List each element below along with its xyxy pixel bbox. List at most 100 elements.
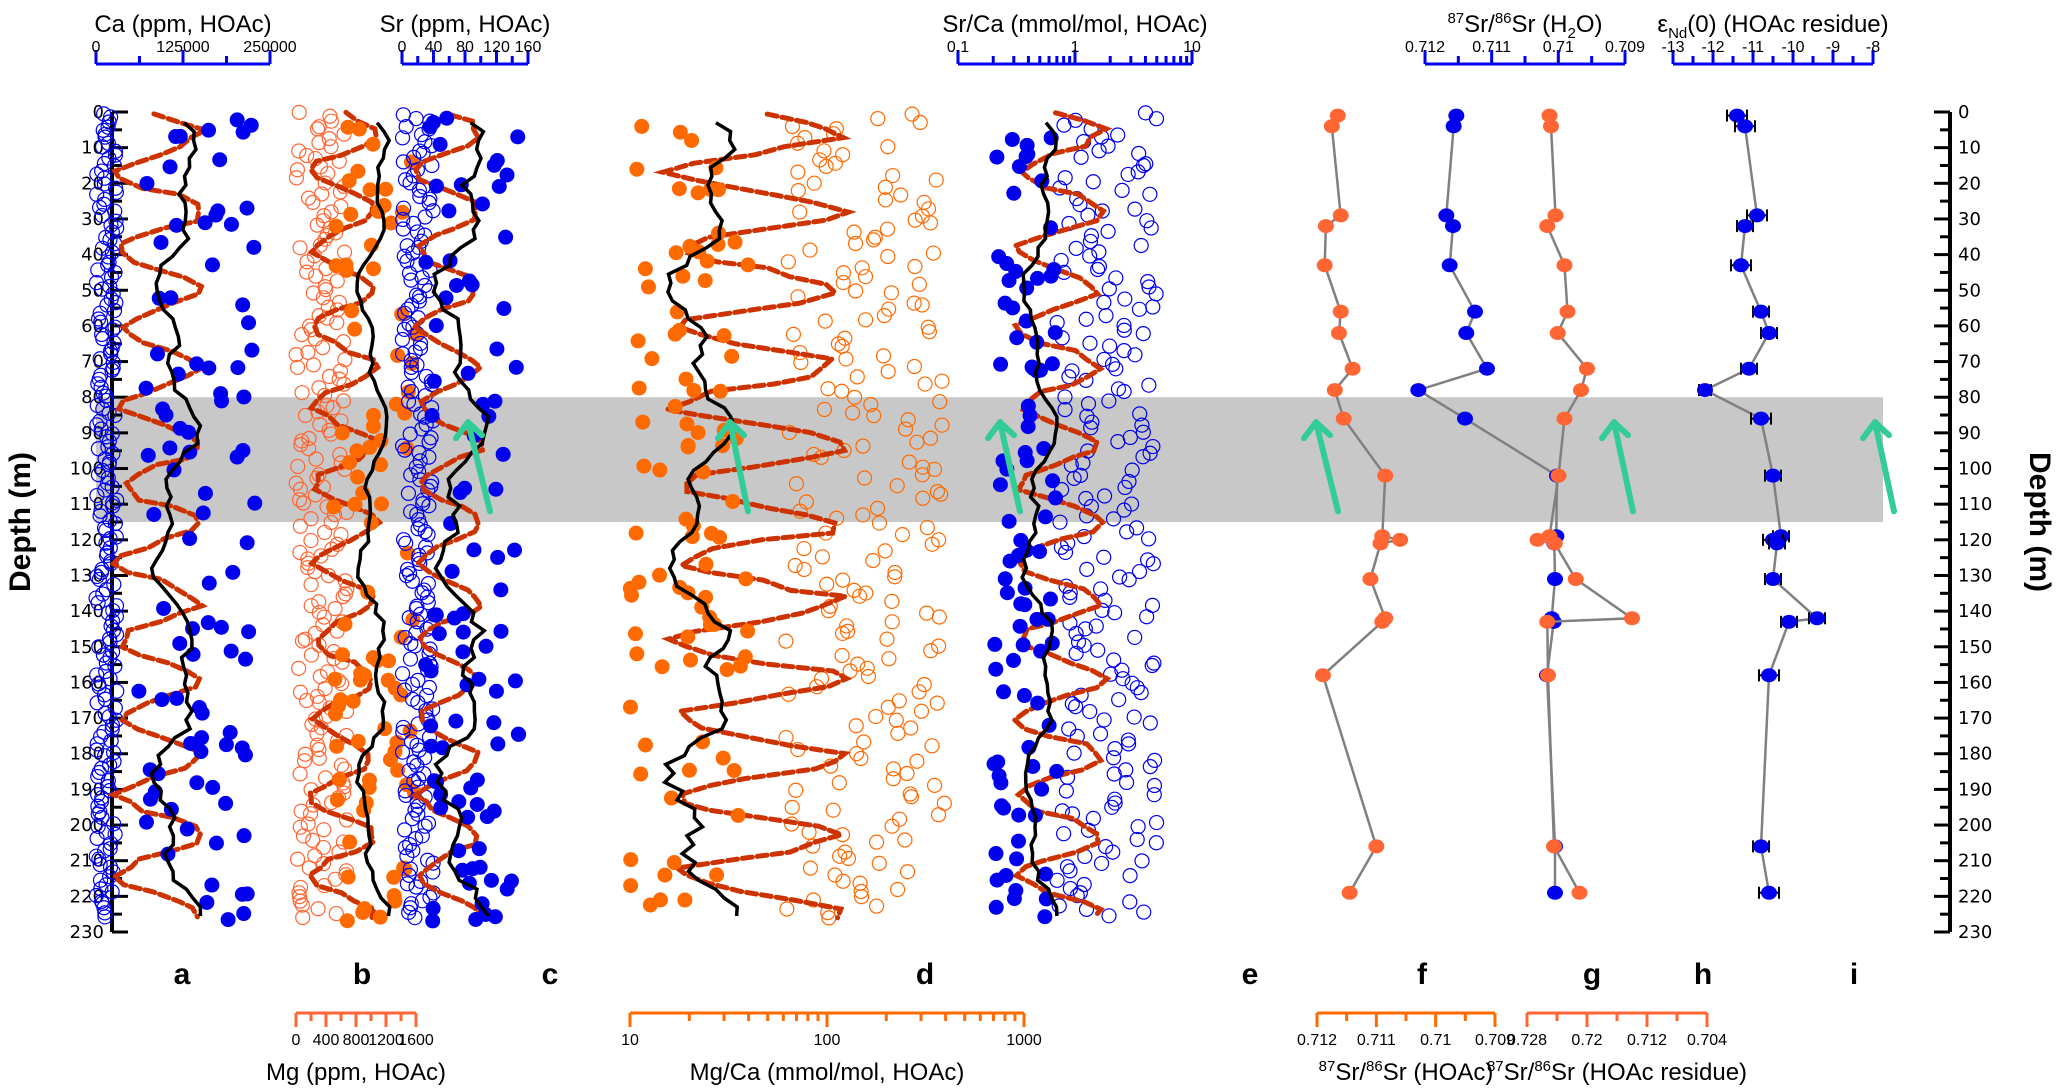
filled-circle-point <box>340 869 356 885</box>
open-circle-point <box>855 507 871 523</box>
open-circle-point <box>302 806 319 822</box>
open-circle-point <box>866 408 882 424</box>
filled-circle-point <box>640 279 656 295</box>
open-circle-point <box>1142 445 1158 461</box>
open-circle-point <box>311 604 327 621</box>
open-circle-point <box>407 831 424 847</box>
open-circle-point <box>88 848 104 864</box>
filled-circle-point <box>337 616 353 632</box>
filled-circle-point <box>709 867 725 883</box>
open-circle-point <box>401 565 418 582</box>
data-point <box>1330 326 1347 341</box>
open-circle-point <box>309 688 325 705</box>
data-point <box>1445 119 1462 134</box>
filled-circle-point <box>327 706 343 722</box>
open-circle-point <box>889 478 905 494</box>
open-circle-point <box>876 308 892 324</box>
open-circle-point <box>832 848 848 864</box>
open-circle-point <box>1132 406 1148 422</box>
open-circle-point <box>903 789 920 805</box>
open-circle-point <box>1064 806 1081 822</box>
open-circle-point <box>98 582 114 598</box>
filled-circle-point <box>719 662 735 678</box>
open-circle-point <box>413 127 430 143</box>
open-circle-point <box>788 476 805 492</box>
open-circle-point <box>1148 835 1164 851</box>
open-circle-point <box>305 285 321 301</box>
filled-circle-point <box>350 469 366 485</box>
open-circle-point <box>403 636 419 652</box>
filled-circle-point <box>1045 473 1061 489</box>
axes-layer: 0102030405060708090100110120130140150160… <box>70 10 1993 1086</box>
data-point <box>1341 885 1358 900</box>
trend-arrow-head <box>1301 419 1333 442</box>
axis-title-srhoac: 87Sr/86Sr (HOAc) <box>1319 1058 1494 1086</box>
open-circle-point <box>835 274 851 291</box>
filled-circle-point <box>350 163 366 179</box>
filled-circle-point <box>635 414 651 430</box>
filled-circle-point <box>213 386 229 402</box>
right-depth-axis: 0 10 20 30 40 50 60 70 80 90 100 110 120 130 140 150 160… <box>1934 102 1992 943</box>
filled-circle-point <box>362 439 378 455</box>
open-circle-point <box>402 426 418 442</box>
open-circle-point <box>857 312 874 328</box>
axis-tick-label: 800 <box>343 1032 370 1049</box>
open-circle-point <box>90 311 107 327</box>
filled-circle-point <box>1049 763 1065 779</box>
filled-circle-point <box>343 206 359 222</box>
depth-tick-label: 230 <box>70 922 104 943</box>
filled-circle-point <box>671 181 687 197</box>
filled-circle-point <box>448 713 464 729</box>
open-circle-point <box>887 564 903 581</box>
data-point <box>1377 468 1394 483</box>
open-circle-point <box>103 269 120 285</box>
filled-circle-point <box>194 730 210 746</box>
open-circle-point <box>849 369 865 385</box>
data-point <box>1547 885 1563 900</box>
open-circle-point <box>931 638 947 654</box>
title-sup: 87 <box>1487 1058 1504 1075</box>
depth-tick-label: 210 <box>1958 851 1992 872</box>
open-circle-point <box>838 351 854 367</box>
open-circle-point <box>414 828 430 844</box>
open-circle-point <box>105 354 121 371</box>
filled-circle-point <box>218 795 234 811</box>
open-circle-point <box>917 376 933 392</box>
open-circle-point <box>323 204 339 220</box>
open-circle-point <box>854 260 870 276</box>
open-circle-point <box>417 818 433 834</box>
filled-circle-point <box>631 574 647 590</box>
open-circle-point <box>1068 645 1084 661</box>
open-circle-point <box>417 523 433 540</box>
open-circle-point <box>420 595 436 611</box>
axis-tick-label: 10 <box>1183 39 1201 56</box>
open-circle-point <box>90 806 106 822</box>
open-circle-point <box>89 830 105 847</box>
isotope-series-layer <box>1314 108 1826 900</box>
filled-circle-point <box>378 181 394 197</box>
open-circle-point <box>911 276 927 292</box>
depth-tick-label: 190 <box>1958 779 1992 800</box>
filled-circle-point <box>680 629 696 645</box>
open-circle-point <box>788 782 804 798</box>
open-circle-point <box>97 748 113 764</box>
open-circle-point <box>884 818 900 834</box>
open-circle-point <box>101 150 117 166</box>
open-circle-point <box>1124 462 1140 478</box>
open-circle-point <box>90 818 106 835</box>
filled-circle-point <box>341 173 357 189</box>
open-circle-point <box>867 229 883 245</box>
open-circle-point <box>863 396 879 413</box>
open-circle-point <box>1144 657 1160 674</box>
open-circle-point <box>317 387 333 404</box>
filled-circle-point <box>204 257 220 273</box>
open-circle-point <box>414 270 430 286</box>
filled-circle-point <box>627 626 643 642</box>
open-circle-point <box>93 314 109 330</box>
filled-circle-point <box>341 455 357 471</box>
open-circle-point <box>1080 396 1097 412</box>
open-circle-point <box>1088 618 1104 634</box>
filled-circle-point <box>1001 513 1017 529</box>
data-point <box>1753 839 1769 854</box>
